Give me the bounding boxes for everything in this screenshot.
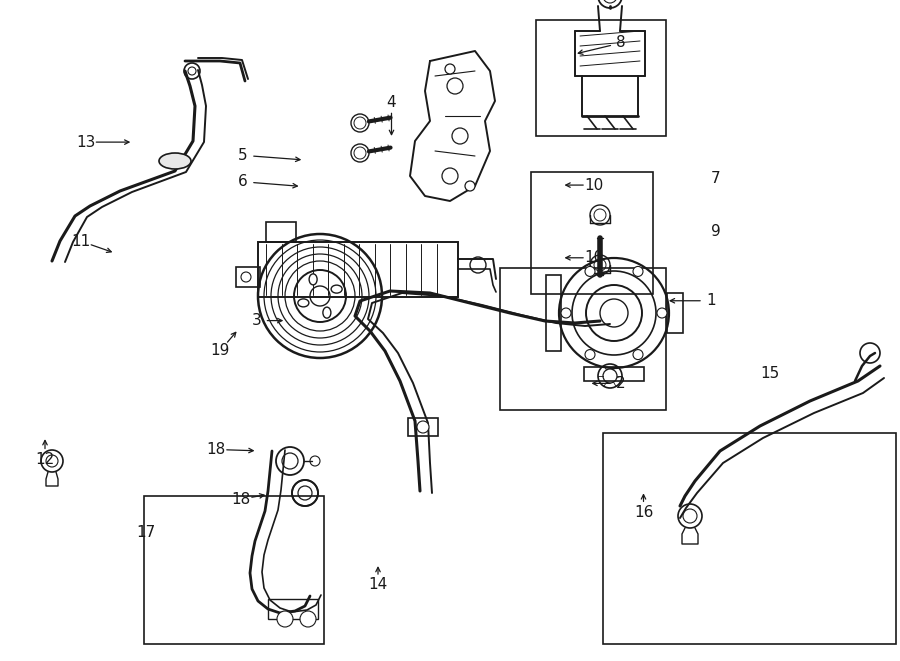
- Text: 19: 19: [211, 343, 230, 358]
- Text: 4: 4: [387, 95, 396, 110]
- Bar: [408, 418, 438, 436]
- Text: 10: 10: [584, 251, 604, 265]
- Circle shape: [417, 421, 429, 433]
- Text: 2: 2: [616, 376, 625, 391]
- Text: 3: 3: [252, 313, 261, 328]
- Text: 13: 13: [76, 135, 95, 149]
- Circle shape: [442, 168, 458, 184]
- Bar: [268, 599, 318, 619]
- Text: 15: 15: [760, 366, 779, 381]
- Bar: [536, 20, 666, 136]
- Bar: [667, 293, 683, 333]
- Text: 9: 9: [711, 224, 720, 239]
- Circle shape: [600, 299, 628, 327]
- Ellipse shape: [331, 285, 342, 293]
- Bar: [531, 172, 652, 294]
- Bar: [144, 496, 324, 644]
- Text: 7: 7: [711, 171, 720, 186]
- Text: 5: 5: [238, 148, 248, 163]
- Text: 8: 8: [616, 36, 625, 50]
- Circle shape: [657, 308, 667, 318]
- Circle shape: [585, 350, 595, 360]
- Text: 12: 12: [35, 452, 55, 467]
- Text: 18: 18: [231, 492, 251, 506]
- Ellipse shape: [159, 153, 191, 169]
- Circle shape: [241, 272, 251, 282]
- Ellipse shape: [309, 274, 317, 285]
- Text: 18: 18: [206, 442, 226, 457]
- Circle shape: [585, 266, 595, 276]
- Text: 16: 16: [634, 505, 653, 520]
- Circle shape: [277, 611, 293, 627]
- Bar: [500, 268, 666, 410]
- Circle shape: [465, 181, 475, 191]
- Bar: [546, 275, 561, 351]
- Circle shape: [633, 266, 643, 276]
- Ellipse shape: [298, 299, 309, 307]
- Ellipse shape: [323, 307, 331, 318]
- Text: 1: 1: [706, 293, 716, 308]
- Circle shape: [633, 350, 643, 360]
- Circle shape: [447, 78, 463, 94]
- Circle shape: [300, 611, 316, 627]
- Text: 6: 6: [238, 175, 248, 189]
- Circle shape: [561, 308, 571, 318]
- Bar: [266, 222, 296, 242]
- Bar: [236, 267, 260, 287]
- Circle shape: [445, 64, 455, 74]
- Circle shape: [452, 128, 468, 144]
- Bar: [603, 433, 896, 644]
- Text: 11: 11: [71, 234, 91, 249]
- Text: 17: 17: [136, 525, 156, 539]
- Text: 10: 10: [584, 178, 604, 192]
- Circle shape: [310, 286, 330, 306]
- Text: 14: 14: [368, 578, 388, 592]
- Bar: [258, 242, 458, 297]
- Bar: [584, 367, 644, 381]
